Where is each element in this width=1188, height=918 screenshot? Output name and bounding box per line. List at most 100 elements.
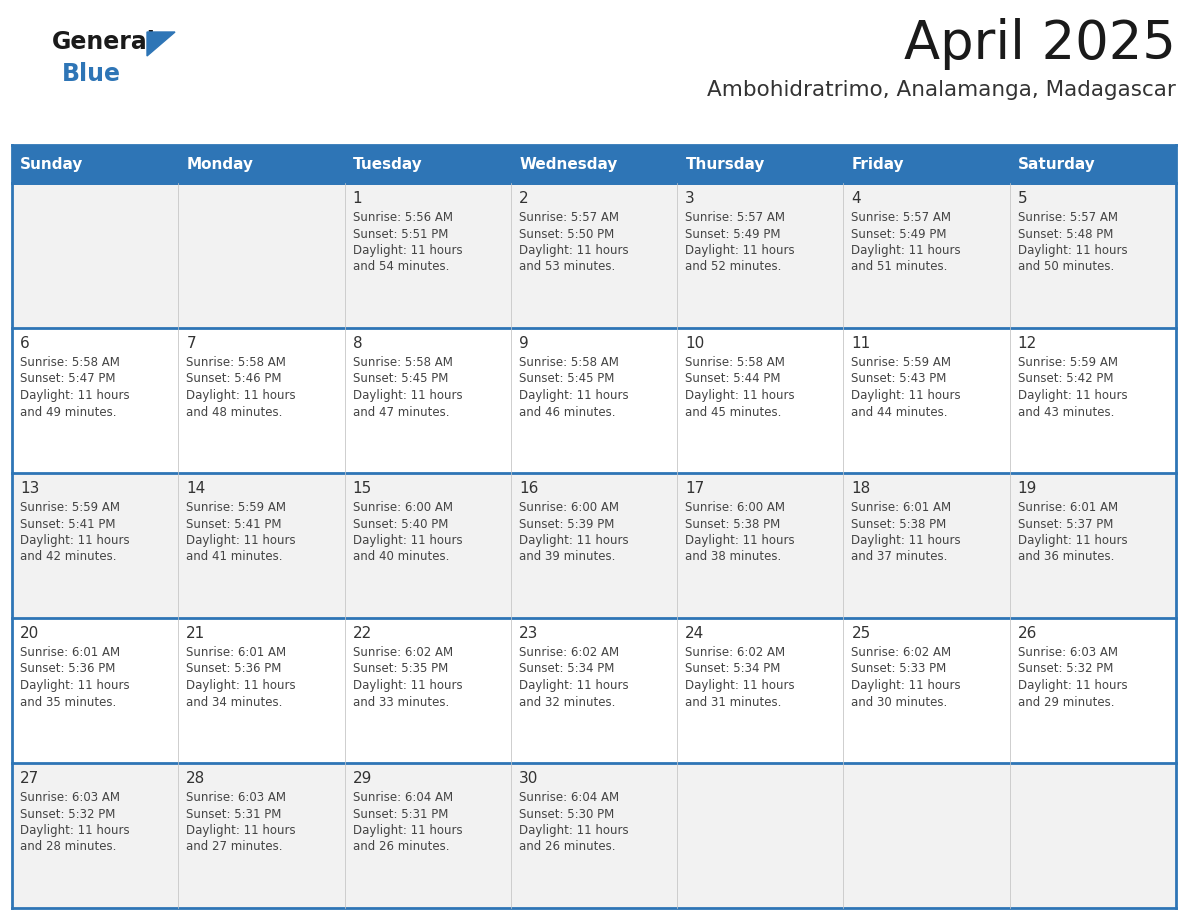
Text: Sunset: 5:38 PM: Sunset: 5:38 PM bbox=[852, 518, 947, 531]
Text: Sunset: 5:49 PM: Sunset: 5:49 PM bbox=[852, 228, 947, 241]
Text: Daylight: 11 hours: Daylight: 11 hours bbox=[20, 534, 129, 547]
Text: Sunset: 5:32 PM: Sunset: 5:32 PM bbox=[20, 808, 115, 821]
Bar bbox=[677, 328, 843, 473]
Text: 12: 12 bbox=[1018, 336, 1037, 351]
Bar bbox=[345, 145, 511, 183]
Text: 24: 24 bbox=[685, 626, 704, 641]
Text: and 30 minutes.: and 30 minutes. bbox=[852, 696, 948, 709]
Text: Tuesday: Tuesday bbox=[353, 156, 423, 172]
Text: Daylight: 11 hours: Daylight: 11 hours bbox=[187, 389, 296, 402]
Bar bbox=[12, 618, 178, 763]
Text: Daylight: 11 hours: Daylight: 11 hours bbox=[20, 679, 129, 692]
Text: Sunset: 5:30 PM: Sunset: 5:30 PM bbox=[519, 808, 614, 821]
Text: Daylight: 11 hours: Daylight: 11 hours bbox=[519, 244, 628, 257]
Text: Sunset: 5:51 PM: Sunset: 5:51 PM bbox=[353, 228, 448, 241]
Text: Sunset: 5:33 PM: Sunset: 5:33 PM bbox=[852, 663, 947, 676]
Bar bbox=[178, 763, 345, 908]
Text: and 33 minutes.: and 33 minutes. bbox=[353, 696, 449, 709]
Text: Daylight: 11 hours: Daylight: 11 hours bbox=[187, 679, 296, 692]
Text: Sunrise: 5:58 AM: Sunrise: 5:58 AM bbox=[20, 356, 120, 369]
Text: and 32 minutes.: and 32 minutes. bbox=[519, 696, 615, 709]
Text: 9: 9 bbox=[519, 336, 529, 351]
Text: Sunset: 5:49 PM: Sunset: 5:49 PM bbox=[685, 228, 781, 241]
Bar bbox=[677, 763, 843, 908]
Bar bbox=[345, 473, 511, 618]
Bar bbox=[843, 328, 1010, 473]
Text: 20: 20 bbox=[20, 626, 39, 641]
Text: Sunrise: 6:04 AM: Sunrise: 6:04 AM bbox=[353, 791, 453, 804]
Text: Daylight: 11 hours: Daylight: 11 hours bbox=[353, 534, 462, 547]
Bar bbox=[12, 183, 178, 328]
Text: 28: 28 bbox=[187, 771, 206, 786]
Text: April 2025: April 2025 bbox=[904, 18, 1176, 70]
Bar bbox=[12, 763, 178, 908]
Bar bbox=[12, 328, 178, 473]
Text: 13: 13 bbox=[20, 481, 39, 496]
Text: Sunset: 5:36 PM: Sunset: 5:36 PM bbox=[187, 663, 282, 676]
Text: Daylight: 11 hours: Daylight: 11 hours bbox=[519, 534, 628, 547]
Text: Sunrise: 5:57 AM: Sunrise: 5:57 AM bbox=[685, 211, 785, 224]
Text: 15: 15 bbox=[353, 481, 372, 496]
Text: 6: 6 bbox=[20, 336, 30, 351]
Bar bbox=[1010, 183, 1176, 328]
Text: and 40 minutes.: and 40 minutes. bbox=[353, 551, 449, 564]
Text: Sunset: 5:44 PM: Sunset: 5:44 PM bbox=[685, 373, 781, 386]
Bar bbox=[345, 183, 511, 328]
Bar bbox=[511, 473, 677, 618]
Text: Sunset: 5:43 PM: Sunset: 5:43 PM bbox=[852, 373, 947, 386]
Text: and 53 minutes.: and 53 minutes. bbox=[519, 261, 615, 274]
Bar bbox=[511, 328, 677, 473]
Text: Daylight: 11 hours: Daylight: 11 hours bbox=[685, 534, 795, 547]
Text: and 44 minutes.: and 44 minutes. bbox=[852, 406, 948, 419]
Bar bbox=[12, 473, 178, 618]
Bar bbox=[12, 145, 178, 183]
Text: Sunset: 5:42 PM: Sunset: 5:42 PM bbox=[1018, 373, 1113, 386]
Text: and 50 minutes.: and 50 minutes. bbox=[1018, 261, 1114, 274]
Text: Wednesday: Wednesday bbox=[519, 156, 618, 172]
Bar bbox=[511, 763, 677, 908]
Text: 2: 2 bbox=[519, 191, 529, 206]
Text: 30: 30 bbox=[519, 771, 538, 786]
Text: Daylight: 11 hours: Daylight: 11 hours bbox=[1018, 679, 1127, 692]
Text: and 28 minutes.: and 28 minutes. bbox=[20, 841, 116, 854]
Text: Daylight: 11 hours: Daylight: 11 hours bbox=[519, 389, 628, 402]
Text: Sunset: 5:32 PM: Sunset: 5:32 PM bbox=[1018, 663, 1113, 676]
Text: and 54 minutes.: and 54 minutes. bbox=[353, 261, 449, 274]
Bar bbox=[178, 328, 345, 473]
Text: and 37 minutes.: and 37 minutes. bbox=[852, 551, 948, 564]
Text: Daylight: 11 hours: Daylight: 11 hours bbox=[852, 389, 961, 402]
Text: Sunset: 5:38 PM: Sunset: 5:38 PM bbox=[685, 518, 781, 531]
Text: Daylight: 11 hours: Daylight: 11 hours bbox=[1018, 244, 1127, 257]
Text: Sunrise: 6:03 AM: Sunrise: 6:03 AM bbox=[1018, 646, 1118, 659]
Text: Sunrise: 5:59 AM: Sunrise: 5:59 AM bbox=[187, 501, 286, 514]
Bar bbox=[843, 183, 1010, 328]
Text: Daylight: 11 hours: Daylight: 11 hours bbox=[519, 679, 628, 692]
Text: and 35 minutes.: and 35 minutes. bbox=[20, 696, 116, 709]
Bar bbox=[178, 473, 345, 618]
Text: 29: 29 bbox=[353, 771, 372, 786]
Text: Sunset: 5:31 PM: Sunset: 5:31 PM bbox=[353, 808, 448, 821]
Text: Sunrise: 6:01 AM: Sunrise: 6:01 AM bbox=[20, 646, 120, 659]
Text: Sunrise: 5:59 AM: Sunrise: 5:59 AM bbox=[852, 356, 952, 369]
Text: 21: 21 bbox=[187, 626, 206, 641]
Text: and 29 minutes.: and 29 minutes. bbox=[1018, 696, 1114, 709]
Bar bbox=[511, 145, 677, 183]
Bar bbox=[178, 183, 345, 328]
Text: Daylight: 11 hours: Daylight: 11 hours bbox=[187, 534, 296, 547]
Text: 11: 11 bbox=[852, 336, 871, 351]
Text: Sunset: 5:45 PM: Sunset: 5:45 PM bbox=[519, 373, 614, 386]
Text: Sunset: 5:39 PM: Sunset: 5:39 PM bbox=[519, 518, 614, 531]
Text: Sunrise: 6:00 AM: Sunrise: 6:00 AM bbox=[685, 501, 785, 514]
Text: 25: 25 bbox=[852, 626, 871, 641]
Bar bbox=[1010, 328, 1176, 473]
Text: and 43 minutes.: and 43 minutes. bbox=[1018, 406, 1114, 419]
Bar bbox=[843, 763, 1010, 908]
Text: Sunset: 5:50 PM: Sunset: 5:50 PM bbox=[519, 228, 614, 241]
Text: and 46 minutes.: and 46 minutes. bbox=[519, 406, 615, 419]
Text: 26: 26 bbox=[1018, 626, 1037, 641]
Text: 16: 16 bbox=[519, 481, 538, 496]
Text: Sunrise: 6:04 AM: Sunrise: 6:04 AM bbox=[519, 791, 619, 804]
Text: 17: 17 bbox=[685, 481, 704, 496]
Text: Sunrise: 6:02 AM: Sunrise: 6:02 AM bbox=[852, 646, 952, 659]
Text: Sunday: Sunday bbox=[20, 156, 83, 172]
